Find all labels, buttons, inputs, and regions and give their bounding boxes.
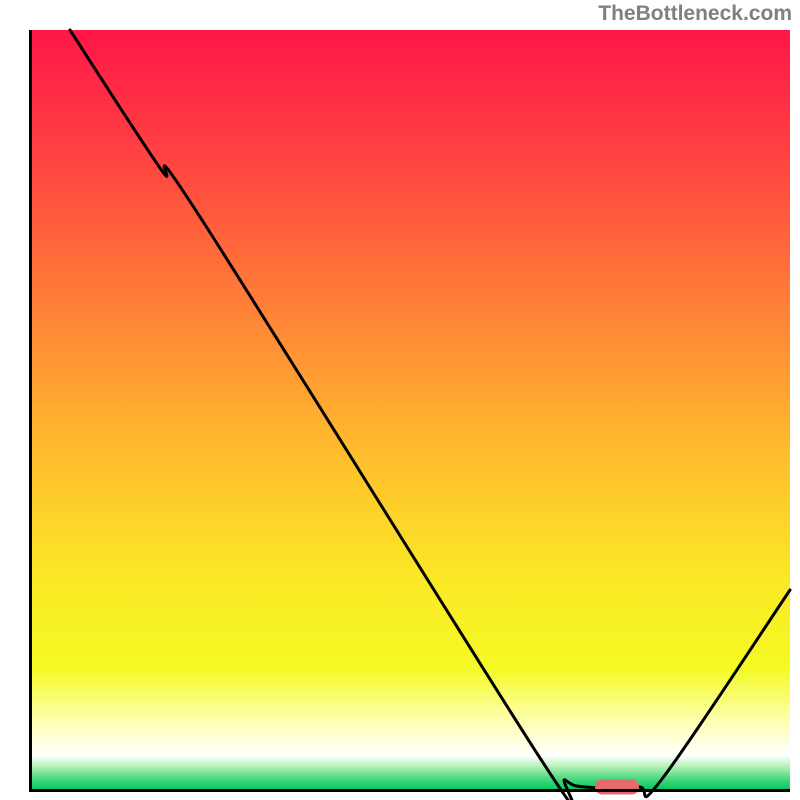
curve-path: [70, 30, 790, 800]
watermark-text: TheBottleneck.com: [598, 2, 792, 26]
chart-container: TheBottleneck.com: [0, 0, 800, 800]
y-axis: [29, 30, 32, 792]
bottleneck-curve: [30, 30, 790, 790]
plot-area: [30, 30, 790, 790]
optimal-marker: [595, 780, 639, 795]
x-axis: [29, 789, 791, 792]
